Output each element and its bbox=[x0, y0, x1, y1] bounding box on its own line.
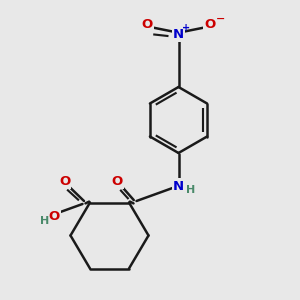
Text: O: O bbox=[48, 209, 60, 223]
Text: H: H bbox=[186, 184, 195, 195]
Text: O: O bbox=[141, 17, 153, 31]
Text: O: O bbox=[204, 17, 216, 31]
Text: H: H bbox=[40, 215, 49, 226]
Text: −: − bbox=[216, 14, 225, 24]
Text: N: N bbox=[173, 179, 184, 193]
Text: O: O bbox=[59, 175, 70, 188]
Text: O: O bbox=[111, 175, 123, 188]
Text: N: N bbox=[173, 28, 184, 41]
Text: +: + bbox=[182, 23, 190, 33]
